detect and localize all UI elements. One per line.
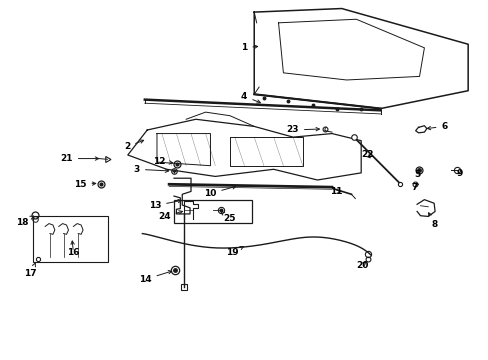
Text: 3: 3	[133, 165, 168, 174]
Text: 14: 14	[139, 271, 171, 284]
Text: 12: 12	[153, 157, 172, 166]
Text: 22: 22	[361, 150, 373, 159]
Text: 10: 10	[203, 186, 235, 198]
Text: 2: 2	[124, 140, 143, 151]
Text: 15: 15	[74, 180, 96, 189]
Text: 21: 21	[60, 154, 99, 163]
Text: 19: 19	[225, 247, 243, 257]
Text: 4: 4	[241, 91, 260, 103]
Text: 11: 11	[329, 187, 342, 196]
Text: 13: 13	[148, 199, 181, 210]
Text: 17: 17	[24, 263, 37, 278]
Bar	[174, 200, 251, 223]
Bar	[33, 216, 108, 262]
Text: 7: 7	[410, 183, 417, 192]
Text: 20: 20	[356, 261, 368, 270]
Text: 24: 24	[158, 211, 182, 221]
Text: 16: 16	[67, 248, 80, 257]
Text: 5: 5	[414, 170, 420, 179]
Text: 18: 18	[16, 216, 34, 227]
Text: 8: 8	[428, 213, 437, 229]
Text: 1: 1	[241, 43, 257, 52]
Text: 25: 25	[220, 211, 236, 223]
Text: 9: 9	[455, 169, 462, 178]
Text: 6: 6	[427, 122, 447, 131]
Text: 23: 23	[286, 126, 319, 135]
